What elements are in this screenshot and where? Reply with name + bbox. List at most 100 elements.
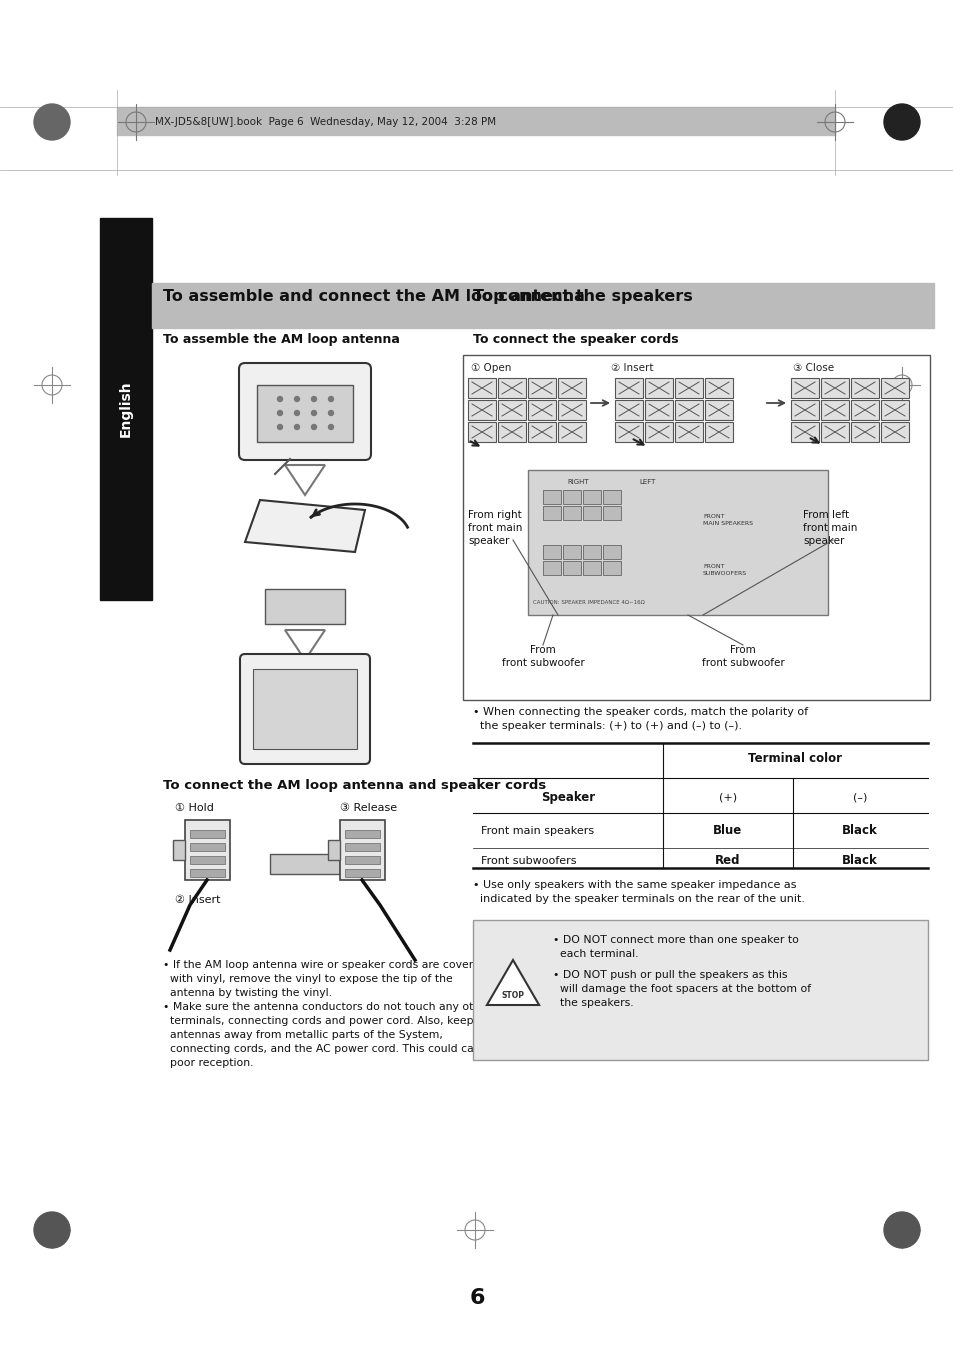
- Bar: [328, 840, 339, 861]
- Text: 6: 6: [469, 1288, 484, 1308]
- Text: • DO NOT connect more than one speaker to: • DO NOT connect more than one speaker t…: [553, 935, 798, 944]
- Bar: [615, 422, 642, 442]
- Text: From
front subwoofer: From front subwoofer: [501, 644, 584, 669]
- Bar: [185, 820, 230, 880]
- Text: To connect the AM loop antenna and speaker cords: To connect the AM loop antenna and speak…: [163, 778, 546, 792]
- Bar: [190, 843, 225, 851]
- Polygon shape: [285, 630, 325, 661]
- Polygon shape: [486, 961, 538, 1005]
- Text: From
front subwoofer: From front subwoofer: [700, 644, 783, 669]
- Circle shape: [34, 1212, 70, 1248]
- Bar: [850, 422, 878, 442]
- Bar: [582, 507, 600, 520]
- Polygon shape: [245, 500, 365, 553]
- Bar: [644, 378, 672, 399]
- Bar: [468, 400, 496, 420]
- Bar: [602, 561, 620, 576]
- Bar: [582, 490, 600, 504]
- Bar: [562, 544, 580, 559]
- Bar: [675, 422, 702, 442]
- Text: CAUTION: SPEAKER IMPEDANCE 4Ω~16Ω: CAUTION: SPEAKER IMPEDANCE 4Ω~16Ω: [533, 600, 644, 605]
- Bar: [527, 470, 827, 615]
- Bar: [850, 378, 878, 399]
- Bar: [615, 400, 642, 420]
- Bar: [256, 385, 353, 442]
- Bar: [345, 857, 379, 865]
- Circle shape: [328, 424, 334, 430]
- Text: ② Insert: ② Insert: [610, 363, 653, 373]
- Text: will damage the foot spacers at the bottom of: will damage the foot spacers at the bott…: [553, 984, 810, 994]
- Circle shape: [328, 411, 334, 416]
- Text: RIGHT: RIGHT: [567, 480, 588, 485]
- Text: ③ Close: ③ Close: [792, 363, 833, 373]
- Text: To connect the speaker cords: To connect the speaker cords: [473, 334, 678, 346]
- Bar: [339, 820, 385, 880]
- Text: indicated by the speaker terminals on the rear of the unit.: indicated by the speaker terminals on th…: [473, 894, 804, 904]
- Bar: [558, 378, 585, 399]
- Text: • Use only speakers with the same speaker impedance as: • Use only speakers with the same speake…: [473, 880, 796, 890]
- Bar: [790, 400, 818, 420]
- Bar: [880, 400, 908, 420]
- Text: connecting cords, and the AC power cord. This could cause: connecting cords, and the AC power cord.…: [163, 1044, 493, 1054]
- Bar: [468, 422, 496, 442]
- Bar: [468, 378, 496, 399]
- Text: (+): (+): [719, 792, 737, 802]
- Bar: [704, 400, 732, 420]
- Text: LEFT: LEFT: [639, 480, 656, 485]
- Bar: [117, 107, 834, 135]
- Text: To assemble and connect the AM loop antenna: To assemble and connect the AM loop ante…: [163, 289, 584, 304]
- Bar: [821, 400, 848, 420]
- Text: To connect the speakers: To connect the speakers: [473, 289, 692, 304]
- Bar: [644, 400, 672, 420]
- Text: Black: Black: [841, 854, 877, 867]
- Text: • If the AM loop antenna wire or speaker cords are covered: • If the AM loop antenna wire or speaker…: [163, 961, 486, 970]
- Text: Terminal color: Terminal color: [747, 753, 841, 766]
- Text: ③ Release: ③ Release: [339, 802, 396, 813]
- Bar: [558, 422, 585, 442]
- Bar: [675, 378, 702, 399]
- Text: FRONT
MAIN SPEAKERS: FRONT MAIN SPEAKERS: [702, 515, 752, 526]
- Text: To assemble the AM loop antenna: To assemble the AM loop antenna: [163, 334, 399, 346]
- Text: Blue: Blue: [713, 824, 741, 838]
- Bar: [602, 507, 620, 520]
- Bar: [880, 378, 908, 399]
- Bar: [497, 400, 525, 420]
- Circle shape: [883, 104, 919, 141]
- Bar: [190, 869, 225, 877]
- Bar: [462, 355, 929, 700]
- Circle shape: [277, 396, 282, 401]
- Bar: [562, 490, 580, 504]
- Text: English: English: [119, 381, 132, 438]
- FancyBboxPatch shape: [239, 363, 371, 459]
- Bar: [582, 544, 600, 559]
- Bar: [542, 507, 560, 520]
- Bar: [542, 544, 560, 559]
- Bar: [675, 400, 702, 420]
- Text: antenna by twisting the vinyl.: antenna by twisting the vinyl.: [163, 988, 332, 998]
- Text: FRONT
SUBWOOFERS: FRONT SUBWOOFERS: [702, 565, 746, 576]
- Bar: [562, 507, 580, 520]
- Bar: [790, 422, 818, 442]
- Text: (–): (–): [852, 792, 866, 802]
- Text: with vinyl, remove the vinyl to expose the tip of the: with vinyl, remove the vinyl to expose t…: [163, 974, 453, 984]
- Text: From right
front main
speaker: From right front main speaker: [468, 509, 522, 546]
- Bar: [821, 378, 848, 399]
- Bar: [497, 422, 525, 442]
- Circle shape: [277, 424, 282, 430]
- Bar: [644, 422, 672, 442]
- Text: From left
front main
speaker: From left front main speaker: [802, 509, 857, 546]
- Bar: [345, 830, 379, 838]
- Bar: [152, 282, 933, 328]
- Text: Black: Black: [841, 824, 877, 838]
- Bar: [345, 869, 379, 877]
- Circle shape: [294, 411, 299, 416]
- FancyBboxPatch shape: [240, 654, 370, 765]
- Bar: [790, 378, 818, 399]
- Circle shape: [312, 411, 316, 416]
- Polygon shape: [285, 465, 325, 494]
- Bar: [602, 544, 620, 559]
- Bar: [615, 378, 642, 399]
- Text: • When connecting the speaker cords, match the polarity of: • When connecting the speaker cords, mat…: [473, 707, 807, 717]
- Bar: [497, 378, 525, 399]
- Bar: [527, 422, 556, 442]
